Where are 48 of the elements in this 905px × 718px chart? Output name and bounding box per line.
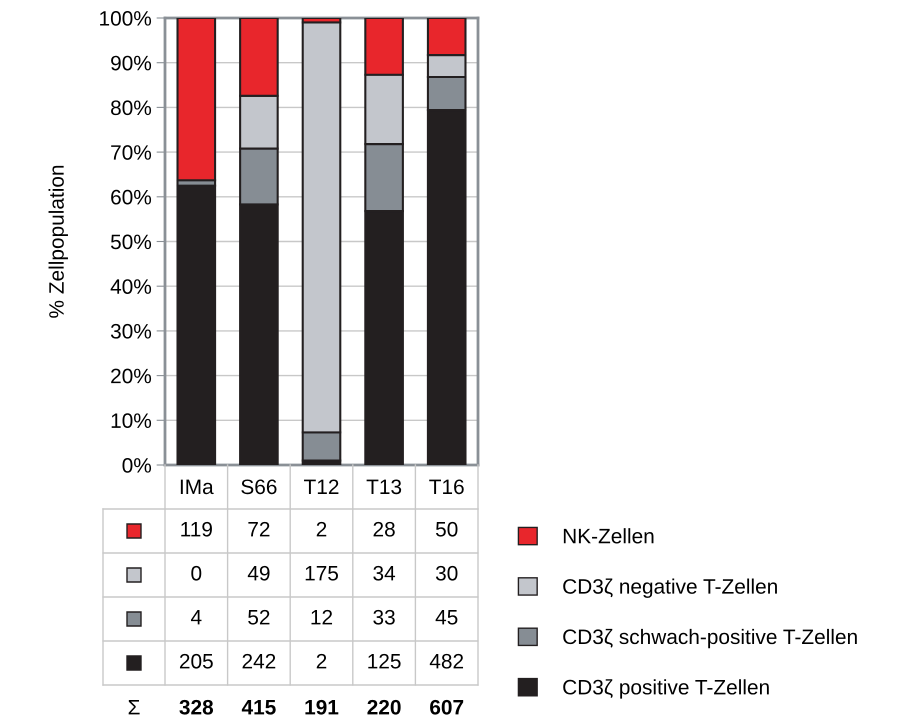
y-tick-label: 50% (110, 234, 152, 250)
text: 72 (248, 522, 270, 536)
text: 191 (305, 700, 338, 715)
y-axis-title: % Zellpopulation (48, 166, 68, 318)
text: 4 (190, 610, 202, 624)
x-tick-label: T12 (304, 479, 338, 494)
text: 220 (367, 700, 401, 715)
text: 175 (306, 566, 338, 581)
text: 50 (436, 522, 458, 537)
x-tick-label: T13 (366, 479, 402, 494)
text: 328 (179, 700, 214, 715)
y-tick-label: 10% (112, 413, 152, 428)
y-tick-label: 30% (110, 324, 152, 339)
text: 33 (373, 610, 395, 625)
y-tick-label: 20% (111, 368, 152, 384)
text: 607 (430, 700, 464, 715)
text: 52 (248, 610, 270, 625)
y-tick-label: 80% (111, 100, 152, 116)
text: 205 (180, 654, 213, 669)
legend-label: CD3ζ schwach-positive T-Zellen (563, 628, 857, 648)
legend-label: CD3ζ negative T-Zellen (563, 578, 777, 598)
text: 482 (430, 654, 464, 669)
text: 0 (191, 566, 202, 581)
legend-label: CD3ζ positive T-Zellen (563, 679, 769, 699)
text: 415 (242, 700, 276, 715)
text: 12 (312, 610, 332, 624)
text: 242 (242, 654, 276, 668)
text: 45 (436, 610, 458, 625)
text: 49 (248, 566, 270, 581)
y-tick-label: 70% (111, 145, 152, 160)
text: 2 (316, 654, 326, 668)
y-tick-label: 40% (110, 279, 152, 294)
x-tick-label: IMa (180, 480, 214, 494)
y-tick-label: 60% (111, 190, 152, 205)
x-tick-label: T16 (429, 479, 464, 494)
bar (176, 184, 216, 465)
text: Σ (128, 700, 140, 714)
text: 30 (436, 566, 458, 581)
text: 34 (373, 566, 396, 581)
y-tick-label: 100% (100, 11, 152, 26)
legend-label: NK-Zellen (564, 528, 654, 544)
y-tick-label: 90% (111, 56, 152, 70)
text: 2 (316, 522, 326, 536)
text: 28 (374, 522, 395, 537)
text: 119 (181, 522, 212, 537)
x-tick-label: S66 (241, 479, 277, 494)
y-tick-label: 0% (122, 458, 152, 473)
text: 125 (368, 654, 401, 669)
